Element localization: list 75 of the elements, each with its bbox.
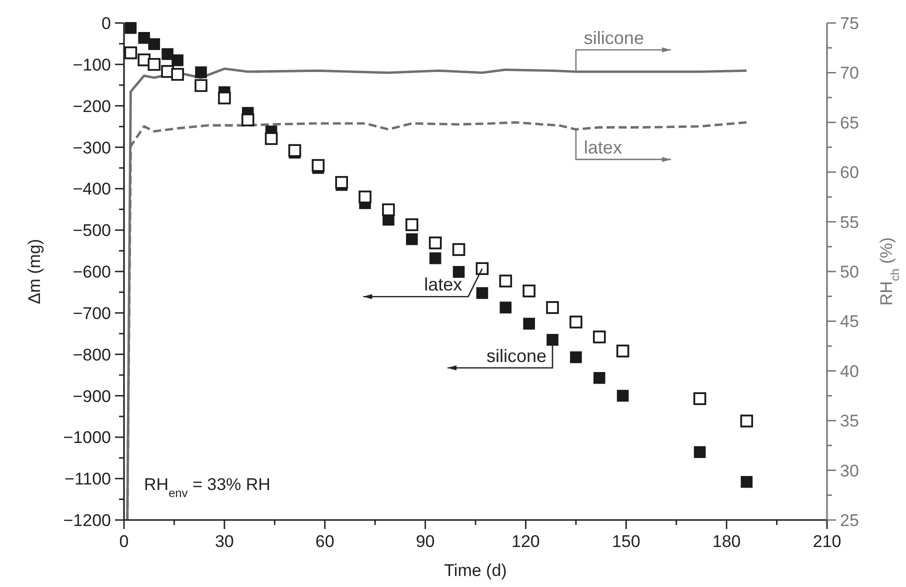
y2-tick-label: 25 [840, 511, 859, 530]
x-tick-label: 210 [812, 532, 842, 551]
point [694, 446, 706, 458]
annotation: silicone [584, 28, 644, 48]
point [406, 233, 418, 246]
point [195, 66, 207, 78]
point [593, 372, 606, 384]
point [358, 190, 372, 204]
point [429, 252, 442, 264]
point [570, 351, 582, 364]
point [148, 58, 161, 71]
x-tick-label: 180 [712, 532, 741, 551]
y-tick-label: −100 [72, 55, 111, 74]
point [740, 414, 754, 428]
y2-tick-label: 35 [840, 412, 859, 431]
point [172, 54, 184, 66]
point [740, 476, 753, 488]
point [616, 390, 629, 402]
point [546, 301, 559, 314]
point [288, 144, 302, 157]
x-tick-label: 60 [315, 532, 334, 551]
x-tick-label: 90 [416, 532, 435, 551]
point [171, 68, 184, 81]
y-tick-label: −300 [72, 138, 111, 158]
point [522, 284, 536, 298]
y2-tick-label: 55 [840, 212, 859, 232]
point [312, 159, 325, 172]
x-tick-label: 0 [119, 532, 129, 551]
point [499, 274, 512, 288]
point [428, 236, 442, 250]
annotation: RH$_{env}$ = 33% RH [144, 475, 270, 500]
annotation: latex [584, 137, 622, 158]
y-axis-title: Δm (mg) [25, 238, 44, 304]
y2-tick-label: 75 [840, 14, 859, 33]
point [138, 32, 150, 44]
point [500, 302, 512, 314]
point [382, 203, 395, 216]
y-tick-label: −800 [72, 345, 111, 364]
point [194, 79, 208, 92]
point [405, 218, 418, 232]
x-tick-label: 150 [612, 532, 640, 551]
y2-tick-label: 45 [840, 312, 859, 332]
y-tick-label: −200 [72, 96, 111, 116]
y-tick-label: −1100 [64, 470, 111, 489]
point [148, 38, 160, 50]
y2-tick-label: 65 [840, 113, 859, 132]
y-tick-label: −1200 [63, 511, 111, 530]
point [693, 392, 706, 406]
y2-tick-label: 50 [840, 262, 859, 282]
point [241, 114, 254, 126]
y-tick-label: −600 [72, 262, 111, 282]
y-tick-label: −1000 [63, 428, 111, 448]
point [335, 176, 348, 189]
point [218, 92, 231, 104]
y-tick-label: −400 [72, 180, 111, 199]
y2-tick-label: 30 [840, 461, 859, 480]
point [124, 46, 138, 60]
y2-tick-label: 40 [840, 362, 859, 381]
point [124, 22, 137, 34]
y2-tick-label: 60 [840, 163, 859, 182]
y-tick-label: −900 [72, 386, 111, 406]
y2-tick-label: 70 [840, 64, 859, 83]
point [162, 48, 174, 60]
y-tick-label: −700 [72, 304, 111, 323]
point [523, 318, 535, 330]
point [616, 344, 630, 358]
y-tick-label: −500 [72, 221, 111, 240]
x-axis-title: Time (d) [444, 561, 507, 580]
point [592, 330, 606, 344]
point [452, 243, 466, 256]
x-tick-label: 30 [214, 532, 234, 551]
x-tick-label: 120 [512, 532, 540, 551]
y-tick-label: 0 [102, 14, 111, 33]
point [264, 132, 278, 145]
point [570, 316, 582, 328]
